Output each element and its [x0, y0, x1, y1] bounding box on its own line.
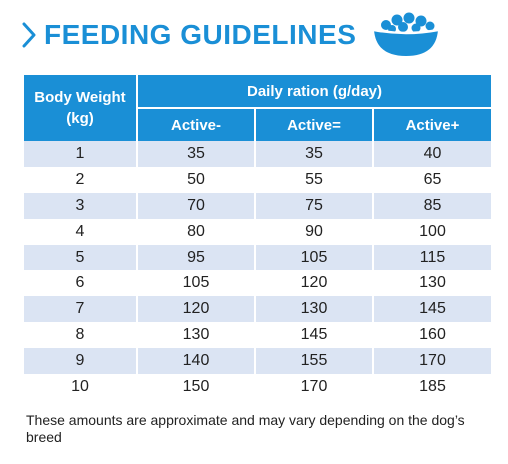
body-weight-cell: 10: [24, 374, 138, 400]
ration-cell: 145: [373, 296, 491, 323]
ration-cell: 80: [137, 218, 256, 245]
ration-cell: 170: [373, 348, 491, 375]
active-plus-header: Active+: [373, 108, 491, 141]
ration-cell: 35: [255, 141, 374, 167]
table-row: 1 35 35 40: [24, 141, 491, 167]
food-bowl-icon: [373, 12, 439, 56]
ration-cell: 185: [373, 374, 491, 400]
footnote: These amounts are approximate and may va…: [26, 412, 465, 445]
table-row: 10 150 170 185: [24, 374, 491, 400]
ration-cell: 50: [137, 166, 256, 193]
ration-cell: 90: [255, 218, 374, 245]
body-weight-cell: 2: [24, 166, 138, 193]
ration-cell: 105: [137, 270, 256, 297]
ration-cell: 120: [255, 270, 374, 297]
ration-cell: 75: [255, 192, 374, 219]
chevron-right-icon: [22, 22, 36, 47]
ration-cell: 40: [373, 141, 491, 167]
table-row: 7 120 130 145: [24, 296, 491, 323]
body-weight-cell: 4: [24, 218, 138, 245]
ration-cell: 130: [255, 296, 374, 323]
table-row: 5 95 105 115: [24, 244, 491, 271]
ration-cell: 35: [137, 141, 256, 167]
table-row: 8 130 145 160: [24, 322, 491, 349]
ration-cell: 130: [137, 322, 256, 349]
body-weight-cell: 9: [24, 348, 138, 375]
ration-cell: 130: [373, 270, 491, 297]
table-row: 2 50 55 65: [24, 166, 491, 193]
table-row: 4 80 90 100: [24, 218, 491, 245]
body-weight-cell: 3: [24, 192, 138, 219]
ration-cell: 65: [373, 166, 491, 193]
ration-cell: 95: [137, 244, 256, 271]
section-header: FEEDING GUIDELINES: [22, 20, 356, 49]
body-weight-cell: 7: [24, 296, 138, 323]
ration-cell: 155: [255, 348, 374, 375]
ration-cell: 70: [137, 192, 256, 219]
ration-cell: 105: [255, 244, 374, 271]
active-minus-header: Active-: [137, 108, 256, 141]
body-weight-cell: 5: [24, 244, 138, 271]
table-row: 9 140 155 170: [24, 348, 491, 375]
ration-cell: 160: [373, 322, 491, 349]
body-weight-header: Body Weight (kg): [24, 75, 138, 141]
ration-cell: 55: [255, 166, 374, 193]
body-weight-cell: 6: [24, 270, 138, 297]
daily-ration-header: Daily ration (g/day): [137, 75, 491, 109]
ration-cell: 150: [137, 374, 256, 400]
table-row: 6 105 120 130: [24, 270, 491, 297]
ration-cell: 170: [255, 374, 374, 400]
page-title: FEEDING GUIDELINES: [44, 19, 357, 50]
ration-cell: 140: [137, 348, 256, 375]
ration-cell: 115: [373, 244, 491, 271]
ration-cell: 100: [373, 218, 491, 245]
ration-cell: 145: [255, 322, 374, 349]
table-row: 3 70 75 85: [24, 192, 491, 219]
body-weight-cell: 1: [24, 141, 138, 167]
feeding-table: Body Weight (kg) Daily ration (g/day) Ac…: [24, 75, 491, 400]
body-weight-cell: 8: [24, 322, 138, 349]
active-equal-header: Active=: [255, 108, 374, 141]
ration-cell: 85: [373, 192, 491, 219]
ration-cell: 120: [137, 296, 256, 323]
